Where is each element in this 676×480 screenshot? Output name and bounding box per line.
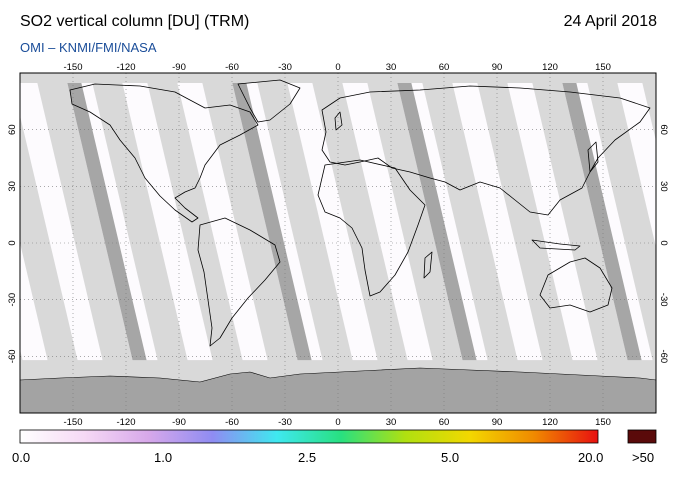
swath-band [255, 73, 365, 413]
lon-tick-bottom: -90 [172, 417, 186, 428]
uk-coast [334, 111, 343, 131]
lat-tick-right: -60 [658, 349, 669, 363]
north-america-coast [69, 83, 259, 223]
graticule [20, 73, 656, 413]
lon-tick-top: -120 [116, 62, 135, 73]
swath-band [420, 73, 530, 413]
axis-ticks: -150 -150 -120 -120 -90 -90 -60 -60 -30 -30 0 0 30 30… [7, 62, 669, 428]
lon-tick-bottom: 150 [595, 417, 611, 428]
lon-tick-bottom: -30 [278, 417, 292, 428]
lon-tick-top: 0 [335, 62, 340, 73]
lat-tick-left: 60 [7, 124, 18, 135]
colorbar [19, 429, 657, 444]
swath-band [530, 73, 640, 413]
map-date: 24 April 2018 [563, 13, 657, 30]
lat-tick-left: 0 [7, 240, 18, 245]
colorbar-label-5: >50 [632, 450, 655, 465]
colorbar-label-4: 20.0 [578, 450, 604, 465]
lat-tick-right: 0 [658, 240, 669, 245]
lon-tick-top: 90 [492, 62, 503, 73]
colorbar-overflow-swatch [627, 429, 657, 444]
greenland-coast [237, 79, 301, 123]
swath-band-dark [230, 73, 324, 413]
madagascar-coast [423, 251, 433, 279]
lon-tick-top: -150 [63, 62, 82, 73]
lon-tick-bottom: 90 [492, 417, 503, 428]
colorbar-gradient [19, 429, 599, 444]
lon-tick-top: 150 [595, 62, 611, 73]
coastlines [69, 79, 651, 347]
swath-band-dark [395, 73, 489, 413]
swath-band [35, 73, 145, 413]
africa-coast [317, 159, 426, 297]
lon-tick-top: -60 [225, 62, 239, 73]
indonesia-coast [531, 239, 581, 251]
data-credit: OMI – KNMI/FMI/NASA [20, 40, 157, 55]
colorbar-label-2: 2.5 [298, 450, 317, 465]
lon-tick-top: 120 [542, 62, 558, 73]
lon-tick-bottom: -60 [225, 417, 239, 428]
lon-tick-bottom: -120 [116, 417, 135, 428]
lat-tick-left: 30 [7, 181, 18, 192]
lon-tick-bottom: 30 [386, 417, 397, 428]
swath-band [20, 115, 90, 413]
colorbar-label-0: 0.0 [12, 450, 31, 465]
swath-band [200, 73, 310, 413]
lat-tick-left: -30 [7, 293, 18, 307]
lat-tick-right: -30 [658, 293, 669, 307]
map-frame [19, 72, 657, 414]
colorbar-label-3: 5.0 [441, 450, 460, 465]
lon-tick-top: 30 [386, 62, 397, 73]
lat-tick-right: 30 [658, 181, 669, 192]
swath-band [310, 73, 420, 413]
australia-coast [539, 257, 613, 313]
south-america-coast [197, 217, 281, 347]
lon-tick-bottom: 60 [439, 417, 450, 428]
lon-tick-bottom: 120 [542, 417, 558, 428]
lon-tick-bottom: -150 [63, 417, 82, 428]
swath-band [585, 73, 656, 375]
lon-tick-top: -90 [172, 62, 186, 73]
lat-tick-left: -60 [7, 349, 18, 363]
colorbar-label-1: 1.0 [154, 450, 173, 465]
map-title: SO2 vertical column [DU] (TRM) [20, 13, 250, 30]
lat-tick-right: 60 [658, 124, 669, 135]
eurasia-coast [321, 85, 651, 216]
lon-tick-top: -30 [278, 62, 292, 73]
swath-band [475, 73, 585, 413]
swath-band-dark [560, 73, 654, 413]
lon-tick-bottom: 0 [335, 417, 340, 428]
japan-coast [587, 141, 599, 173]
lon-tick-top: 60 [439, 62, 450, 73]
